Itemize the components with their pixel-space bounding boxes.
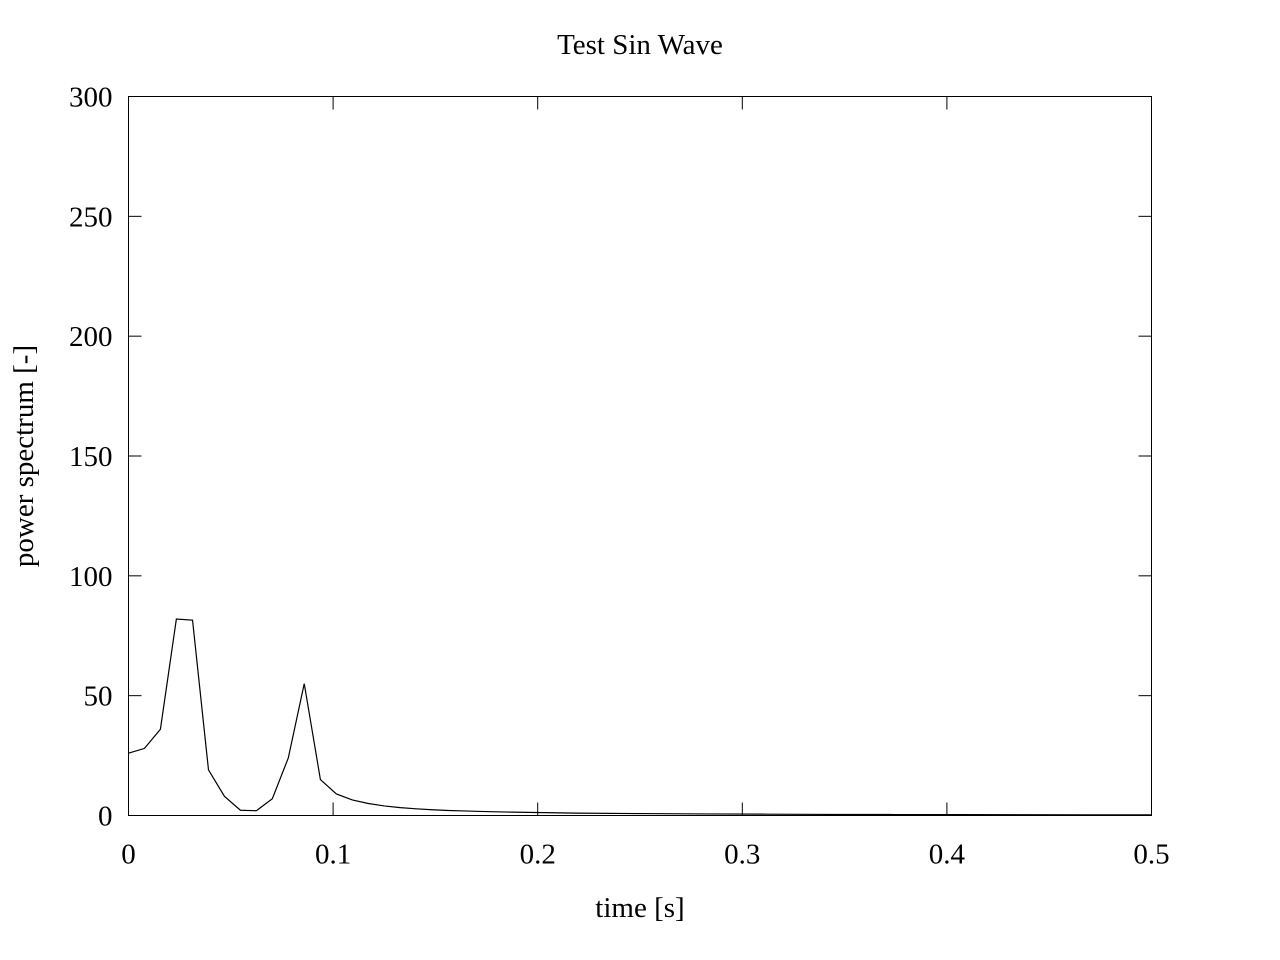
y-tick-label: 200 [69, 321, 113, 353]
x-tick-label: 0.3 [724, 839, 760, 871]
x-tick-label: 0 [121, 839, 136, 871]
tick-labels: 0 0.1 0.2 0.3 0.4 0.5 0 50 100 150 200 250 300 [69, 82, 1170, 871]
x-tick-label: 0.4 [929, 839, 966, 871]
y-tick-label: 150 [69, 441, 113, 473]
series-line [128, 618, 1152, 816]
y-tick-label: 50 [84, 681, 113, 713]
x-axis-label: time [s] [595, 892, 684, 924]
x-tick-label: 0.1 [315, 839, 351, 871]
y-tick-label: 300 [69, 82, 113, 114]
x-tick-label: 0.2 [520, 839, 556, 871]
y-tick-label: 100 [69, 561, 113, 593]
axis-ticks [128, 96, 1152, 816]
plot-frame [128, 96, 1152, 816]
y-tick-label: 250 [69, 201, 113, 233]
y-axis-label: power spectrum [-] [8, 345, 40, 567]
chart-title: Test Sin Wave [557, 29, 723, 61]
x-tick-label: 0.5 [1133, 839, 1169, 871]
y-tick-label: 0 [98, 801, 113, 833]
